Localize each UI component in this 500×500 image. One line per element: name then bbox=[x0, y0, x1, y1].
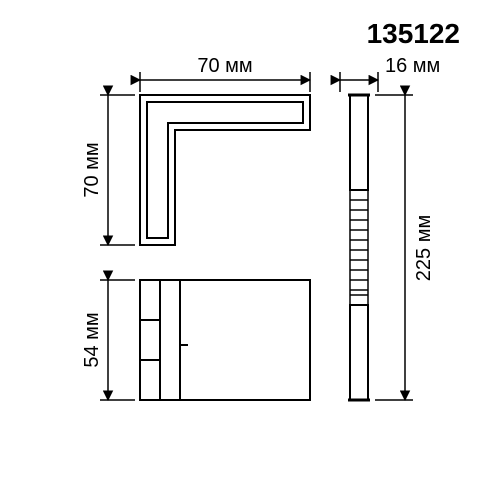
dim-length-225-label: 225 мм bbox=[413, 215, 435, 281]
dim-length-225 bbox=[375, 95, 413, 400]
dim-width-70-label: 70 мм bbox=[197, 55, 252, 77]
dim-depth-16-label: 16 мм bbox=[385, 55, 440, 77]
dim-height-54 bbox=[100, 280, 135, 400]
dim-height-70-label: 70 мм bbox=[81, 142, 103, 197]
dim-height-70 bbox=[100, 95, 135, 245]
part-number: 135122 bbox=[367, 18, 460, 50]
technical-drawing: 70 мм 16 мм 70 мм 54 мм 225 мм bbox=[0, 0, 500, 500]
upper-l-shape bbox=[140, 95, 310, 245]
dim-height-54-label: 54 мм bbox=[81, 312, 103, 367]
dim-depth-16 bbox=[340, 72, 378, 92]
lower-profile bbox=[140, 280, 310, 400]
right-connector bbox=[348, 95, 370, 400]
